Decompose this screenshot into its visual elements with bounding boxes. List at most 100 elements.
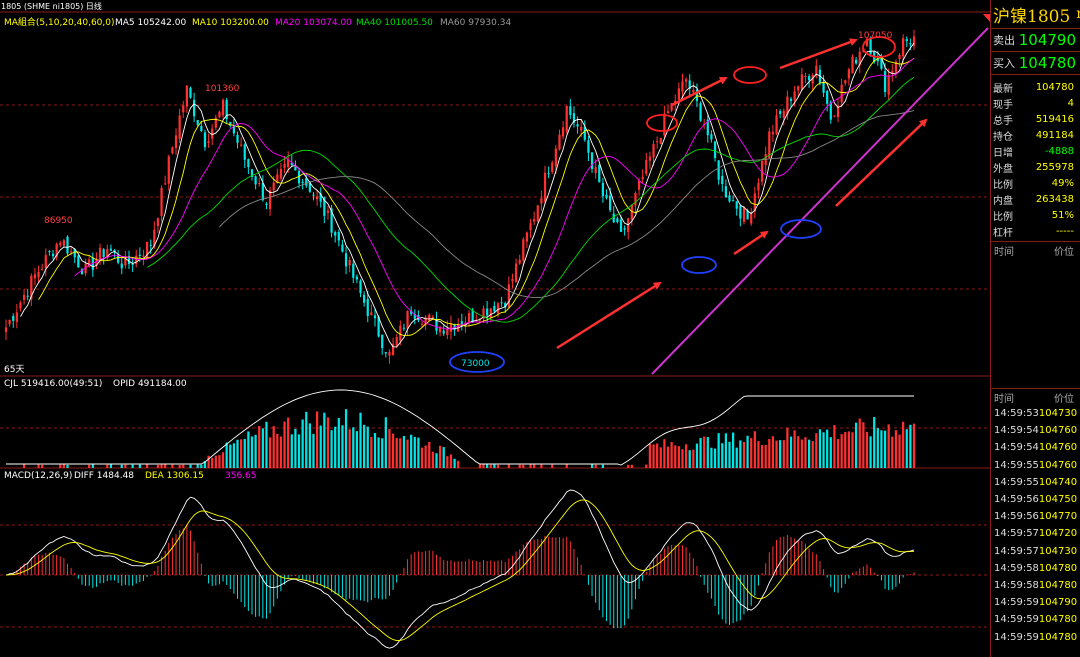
volume-bar <box>887 424 890 468</box>
volume-bar <box>131 464 134 468</box>
candle-body <box>438 327 442 333</box>
volume-bar <box>420 447 424 468</box>
candle-body <box>250 169 254 177</box>
candle-body <box>865 38 869 47</box>
volume-bar <box>833 425 836 468</box>
volume-bar <box>373 432 377 468</box>
candle-body <box>641 176 644 180</box>
volume-bar <box>836 439 840 468</box>
volume-bar <box>254 434 257 468</box>
tick-time: 14:59:56 <box>994 494 1039 506</box>
volume-bar <box>341 425 344 468</box>
candle-body <box>44 255 47 269</box>
stat-label: 总手 <box>993 115 1013 127</box>
candle-body <box>297 171 301 184</box>
candle-body <box>229 121 232 126</box>
tick-price: 104780 <box>1038 579 1078 591</box>
volume-bar <box>283 421 286 468</box>
volume-bar <box>352 427 355 468</box>
candle-body <box>594 167 597 174</box>
candle-body <box>912 36 916 46</box>
volume-bar <box>732 432 735 468</box>
candle-body <box>471 309 474 323</box>
arrow-5 <box>835 118 928 207</box>
candle-body <box>19 302 22 309</box>
candle-body <box>214 117 217 128</box>
stat-label: 内盘 <box>993 195 1013 207</box>
volume-bar <box>59 464 62 468</box>
candle-body <box>348 259 351 266</box>
kline-chart[interactable]: 1805 (SHME ni1805) 日线 MA組合(5,10,20,40,60… <box>0 0 990 657</box>
ticks-header-2: 时间 价位 <box>991 388 1080 405</box>
volume-bar <box>764 444 767 468</box>
quote-panel: 沪镍1805 m 卖出 104790 买入 104780 最新 104780 现手 4… <box>990 0 1080 657</box>
candle-body <box>55 243 58 258</box>
candle-body <box>883 71 887 93</box>
candle-body <box>504 303 507 308</box>
candle-body <box>580 126 583 131</box>
volume-bar <box>684 444 688 468</box>
candle-body <box>833 115 836 117</box>
tick-row: 14:59:55 104760 <box>991 457 1080 474</box>
volume-bar <box>189 464 192 468</box>
candle-body <box>713 141 717 159</box>
volume-bar <box>88 464 91 468</box>
ticks-header: 时间 价位 <box>991 241 1080 258</box>
volume-bar <box>196 464 199 468</box>
volume-bar <box>807 439 811 468</box>
volume-bar <box>37 464 40 468</box>
stat-row: 最新 104780 <box>991 79 1080 95</box>
candle-body <box>355 276 359 280</box>
volume-bar <box>851 432 854 468</box>
volume-bar <box>261 428 264 468</box>
candle-body <box>721 175 724 185</box>
volume-bar <box>862 422 865 468</box>
volume-bar <box>268 437 272 468</box>
candle-body <box>840 84 843 103</box>
volume-bar <box>699 437 702 468</box>
candle-body <box>775 115 778 134</box>
volume-bar <box>746 435 749 468</box>
tick-row: 14:59:56 104750 <box>991 491 1080 508</box>
volume-bar <box>721 443 724 468</box>
volume-bar <box>359 412 362 468</box>
candle-body <box>330 208 333 233</box>
stat-label: 日增 <box>993 147 1013 159</box>
candle-body <box>428 314 431 321</box>
candle-body <box>33 274 37 279</box>
ma20-label: MA20 103074.00 <box>275 18 352 28</box>
volume-bar <box>438 445 442 468</box>
stat-row: 比例 51% <box>991 207 1080 223</box>
ticks-list: 14:59:53 104730 14:59:54 104760 14:59:54 1047… <box>991 405 1080 646</box>
candle-body <box>511 278 514 282</box>
volume-bar <box>894 430 898 468</box>
candle-body <box>102 249 105 257</box>
buy-label: 买入 <box>993 57 1015 70</box>
volume-bar <box>753 431 756 468</box>
candle-body <box>344 253 348 267</box>
dea-line <box>5 499 915 641</box>
candle-body <box>283 163 286 168</box>
candle-body <box>486 308 489 316</box>
volume-bar <box>164 464 167 468</box>
tick-row: 14:59:57 104730 <box>991 543 1080 560</box>
stat-row: 比例 49% <box>991 175 1080 191</box>
volume-bar <box>681 449 684 468</box>
volume-bar <box>145 464 149 468</box>
candle-body <box>909 43 912 45</box>
annotation-arrows <box>556 38 928 350</box>
candle-body <box>543 172 547 202</box>
volume-bar <box>207 455 210 468</box>
volume-bar <box>847 431 851 468</box>
volume-bar <box>355 431 359 468</box>
volume-bar <box>348 429 351 468</box>
volume-bar <box>533 464 536 468</box>
volume-bar <box>905 429 908 468</box>
tick-time: 14:59:54 <box>994 442 1039 454</box>
stat-row: 持仓 491184 <box>991 127 1080 143</box>
volume-bar <box>290 434 293 468</box>
volume-bar <box>844 431 847 468</box>
candle-body <box>869 38 872 55</box>
macd-layer <box>5 489 915 649</box>
candle-body <box>663 113 666 136</box>
